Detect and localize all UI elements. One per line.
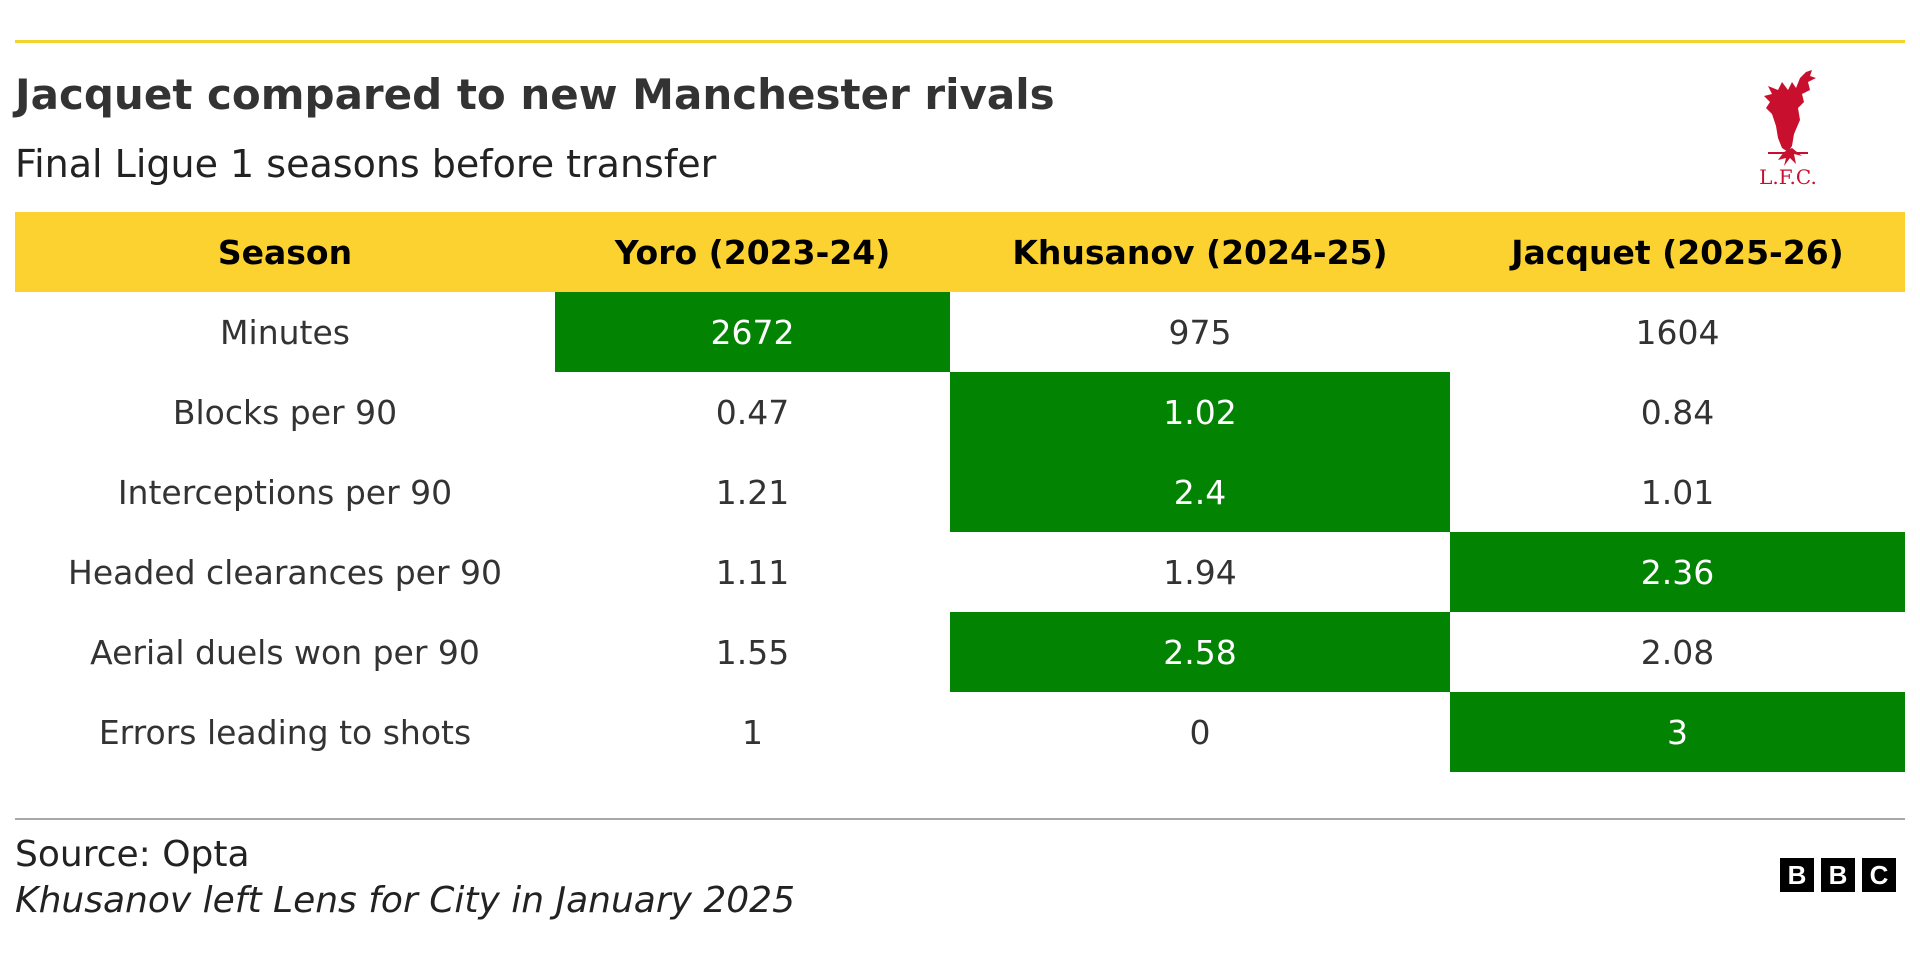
footer-divider [15,818,1905,820]
chart-subtitle: Final Ligue 1 seasons before transfer [15,142,717,186]
highlighted-stat-cell: 2672 [555,292,950,372]
comparison-table: Season Yoro (2023-24) Khusanov (2024-25)… [15,212,1905,772]
footnote-text: Khusanov left Lens for City in January 2… [15,880,795,921]
highlighted-stat-cell: 3 [1450,692,1905,772]
row-label: Errors leading to shots [98,712,472,752]
stat-cell: 1 [742,712,763,752]
table-row: Headed clearances per 90 1.11 1.94 2.36 [15,532,1905,612]
row-label: Minutes [220,312,350,352]
column-header-jacquet: Jacquet (2025-26) [1450,212,1905,292]
stat-cell: 0.47 [715,392,790,432]
top-accent-rule [15,40,1905,43]
highlighted-stat-cell: 2.58 [950,612,1450,692]
table-row: Interceptions per 90 1.21 2.4 1.01 [15,452,1905,532]
source-text: Source: Opta [15,834,250,875]
highlighted-stat-cell: 1.02 [950,372,1450,452]
row-label: Aerial duels won per 90 [90,632,480,672]
bbc-logo: B B C [1780,858,1896,892]
chart-title: Jacquet compared to new Manchester rival… [15,70,1055,119]
stat-cell: 1604 [1635,312,1720,352]
table-header-row: Season Yoro (2023-24) Khusanov (2024-25)… [15,212,1905,292]
stat-cell: 1.21 [715,472,790,512]
table-row: Blocks per 90 0.47 1.02 0.84 [15,372,1905,452]
stat-cell: 1.55 [715,632,790,672]
stat-cell: 1.11 [715,552,790,592]
row-label: Headed clearances per 90 [68,552,502,592]
column-header-yoro: Yoro (2023-24) [555,212,950,292]
column-header-khusanov: Khusanov (2024-25) [950,212,1450,292]
table-row: Errors leading to shots 1 0 3 [15,692,1905,772]
row-label: Blocks per 90 [172,392,398,432]
column-header-season: Season [15,212,555,292]
lfc-logo-text: L.F.C. [1759,165,1817,186]
stat-cell: 975 [1168,312,1232,352]
stat-cell: 0 [1189,712,1211,752]
table-body: Minutes 2672 975 1604 Blocks per 90 0.47 1.02 0… [15,292,1905,772]
bbc-logo-letter: B [1821,858,1855,892]
stat-cell: 2.08 [1640,632,1715,672]
table-row: Minutes 2672 975 1604 [15,292,1905,372]
row-label: Interceptions per 90 [117,472,453,512]
liverpool-liverbird-icon: L.F.C. [1759,70,1817,186]
stat-cell: 1.01 [1640,472,1715,512]
stat-cell: 1.94 [1163,552,1237,592]
bbc-logo-letter: B [1780,858,1814,892]
highlighted-stat-cell: 2.36 [1450,532,1905,612]
highlighted-stat-cell: 2.4 [950,452,1450,532]
bbc-logo-letter: C [1862,858,1896,892]
stat-cell: 0.84 [1640,392,1715,432]
table-row: Aerial duels won per 90 1.55 2.58 2.08 [15,612,1905,692]
